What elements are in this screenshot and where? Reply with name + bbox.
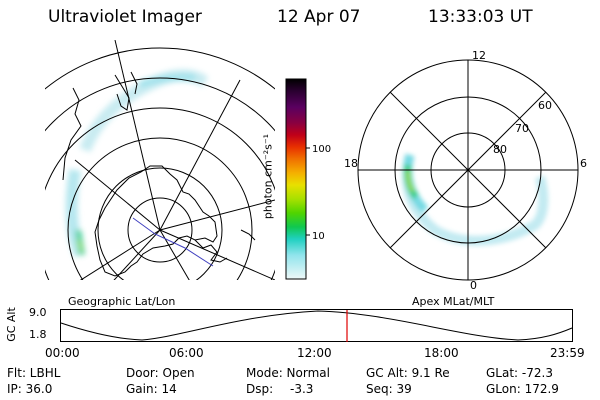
ip-status: IP: 36.0 — [7, 382, 53, 396]
orbit-axis-label: GC Alt — [4, 307, 18, 342]
glon-status: GLon: 172.9 — [486, 382, 559, 396]
colorbar-tick-10: 10 — [312, 231, 325, 242]
gain-status: Gain: 14 — [126, 382, 177, 396]
date-label: 12 Apr 07 — [277, 7, 361, 27]
door-status: Door: Open — [126, 366, 195, 380]
colorbar-unit-label: photon cm⁻²s⁻¹ — [261, 133, 275, 220]
orbit-ymin-label: 1.8 — [29, 328, 47, 341]
glat-status: GLat: -72.3 — [486, 366, 553, 380]
time-tick-2359: 23:59 — [550, 346, 585, 360]
time-tick-1200: 12:00 — [297, 346, 332, 360]
dsp-value: -3.3 — [290, 382, 314, 396]
mlt-label-6: 6 — [580, 157, 587, 170]
time-tick-1800: 18:00 — [424, 346, 459, 360]
colorbar-tick-100: 100 — [312, 144, 331, 155]
orbit-ymax-label: 9.0 — [29, 306, 47, 319]
instrument-title: Ultraviolet Imager — [48, 7, 202, 27]
geographic-map-caption-text: Geographic Lat/Lon — [68, 295, 176, 308]
time-tick-0000: 00:00 — [45, 346, 80, 360]
orbit-altitude-plot — [60, 309, 573, 342]
mlt-label-12: 12 — [472, 49, 486, 62]
seq-status: Seq: 39 — [366, 382, 412, 396]
mlat-label-80: 80 — [493, 143, 507, 156]
mode-status: Mode: Normal — [246, 366, 330, 380]
gc-alt-status: GC Alt: 9.1 Re — [366, 366, 450, 380]
colorbar-axis-label: photon cm⁻²s⁻¹ — [258, 80, 278, 280]
time-tick-0600: 06:00 — [169, 346, 204, 360]
magnetic-polar-map: 12 18 6 0 60 70 80 — [344, 49, 587, 292]
mlt-label-18: 18 — [344, 157, 358, 170]
filter-status: Flt: LBHL — [7, 366, 61, 380]
mlat-label-60: 60 — [538, 99, 552, 112]
colorbar: 100 10 — [285, 78, 331, 280]
mlt-label-0: 0 — [470, 279, 477, 292]
mlat-label-70: 70 — [515, 122, 529, 135]
geographic-map — [45, 40, 275, 280]
magnetic-map-caption: Apex MLat/MLT — [412, 295, 495, 308]
dsp-label: Dsp: — [246, 382, 274, 396]
time-label: 13:33:03 UT — [428, 7, 533, 27]
